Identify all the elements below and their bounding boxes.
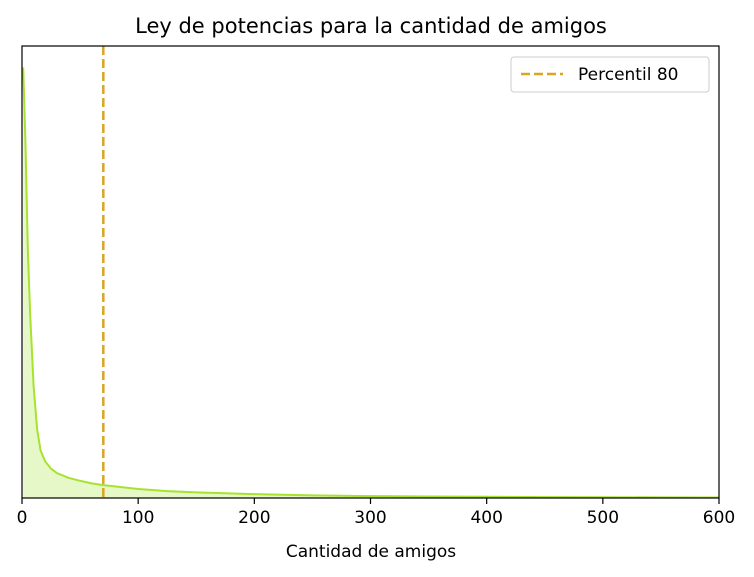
x-tick-label: 600 [703, 508, 735, 528]
plot-area [21, 45, 720, 499]
x-tick-label: 500 [587, 508, 619, 528]
chart-title: Ley de potencias para la cantidad de ami… [135, 14, 607, 38]
plot-frame [21, 45, 720, 499]
legend-label: Percentil 80 [578, 65, 678, 85]
area-fill [23, 67, 719, 498]
x-tick-label: 0 [17, 508, 28, 528]
x-tick-label: 200 [238, 508, 270, 528]
x-axis-label: Cantidad de amigos [286, 542, 456, 562]
x-tick-label: 100 [122, 508, 154, 528]
x-tick-label: 400 [470, 508, 502, 528]
x-tick-label: 300 [354, 508, 386, 528]
legend: Percentil 80 [510, 56, 710, 93]
x-axis-ticks: 0 100 200 300 400 500 600 [17, 498, 735, 528]
series-line [22, 67, 720, 499]
legend-box [510, 56, 710, 93]
